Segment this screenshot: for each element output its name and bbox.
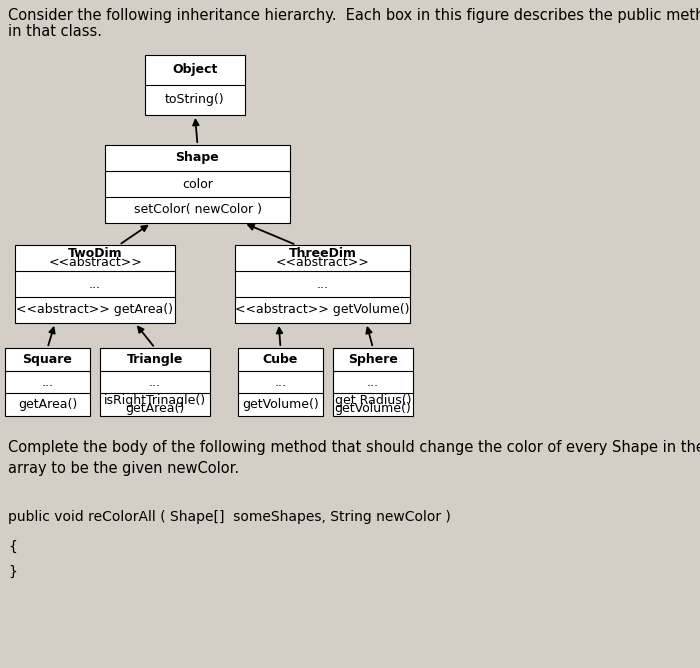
Text: <<abstract>> getVolume(): <<abstract>> getVolume() <box>235 303 410 317</box>
Text: }: } <box>8 565 17 579</box>
Text: getArea(): getArea() <box>125 403 185 415</box>
Text: getArea(): getArea() <box>18 398 77 411</box>
Bar <box>105 145 290 223</box>
Text: in that class.: in that class. <box>8 24 102 39</box>
Text: get Radius(): get Radius() <box>335 394 412 407</box>
Bar <box>100 348 210 416</box>
Text: Object: Object <box>172 63 218 77</box>
Text: ...: ... <box>316 277 328 291</box>
Text: ...: ... <box>41 375 53 389</box>
Text: <<abstract>> getArea(): <<abstract>> getArea() <box>17 303 174 317</box>
Text: ThreeDim: ThreeDim <box>288 246 356 260</box>
Text: Complete the body of the following method that should change the color of every : Complete the body of the following metho… <box>8 440 700 476</box>
Text: ...: ... <box>89 277 101 291</box>
Bar <box>5 348 90 416</box>
Text: Consider the following inheritance hierarchy.  Each box in this figure describes: Consider the following inheritance hiera… <box>8 8 700 23</box>
Text: Shape: Shape <box>176 152 219 164</box>
Text: getVolume(): getVolume() <box>335 403 412 415</box>
Text: ...: ... <box>274 375 286 389</box>
Text: Triangle: Triangle <box>127 353 183 366</box>
Bar <box>333 348 413 416</box>
Text: TwoDim: TwoDim <box>68 246 122 260</box>
Text: Cube: Cube <box>262 353 298 366</box>
Text: <<abstract>>: <<abstract>> <box>276 257 370 269</box>
Text: setColor( newColor ): setColor( newColor ) <box>134 204 262 216</box>
Bar <box>145 55 245 115</box>
Text: <<abstract>>: <<abstract>> <box>48 257 142 269</box>
Text: ...: ... <box>149 375 161 389</box>
Bar <box>15 245 175 323</box>
Text: isRightTrinagle(): isRightTrinagle() <box>104 394 206 407</box>
Bar <box>235 245 410 323</box>
Bar <box>238 348 323 416</box>
Text: Square: Square <box>22 353 72 366</box>
Text: toString(): toString() <box>165 94 225 106</box>
Text: ...: ... <box>367 375 379 389</box>
Text: color: color <box>182 178 213 190</box>
Text: public void reColorAll ( Shape[]  someShapes, String newColor ): public void reColorAll ( Shape[] someSha… <box>8 510 451 524</box>
Text: getVolume(): getVolume() <box>242 398 319 411</box>
Text: Sphere: Sphere <box>348 353 398 366</box>
Text: {: { <box>8 540 17 554</box>
